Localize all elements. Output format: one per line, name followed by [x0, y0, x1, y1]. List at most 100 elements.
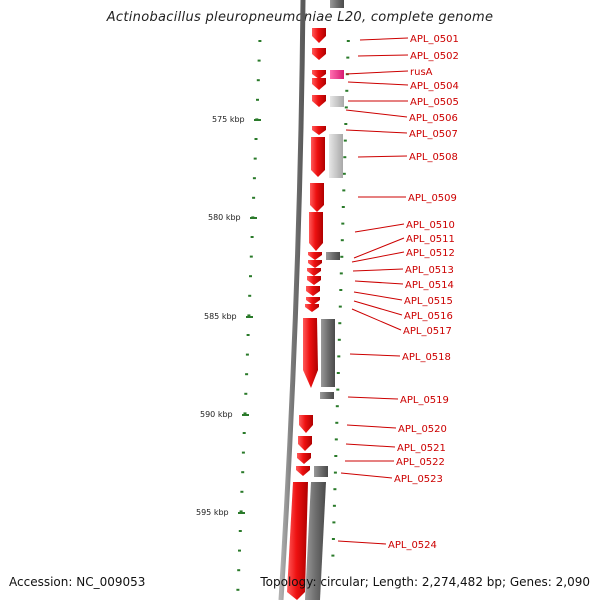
scale-tick — [249, 255, 253, 258]
gene-rus-a[interactable] — [330, 70, 344, 79]
gene-apl-0518[interactable] — [303, 318, 318, 388]
gene-label[interactable]: APL_0509 — [408, 193, 457, 204]
gene-apl-0519-rev[interactable] — [320, 392, 334, 399]
outer-tick — [332, 521, 336, 524]
outer-tick — [335, 405, 339, 408]
gene-label[interactable]: APL_0506 — [409, 113, 458, 124]
scale-tick — [248, 294, 252, 297]
leader-line — [357, 155, 408, 158]
gene-apl-0508[interactable] — [311, 137, 325, 177]
outer-tick — [336, 372, 340, 374]
accession-text: Accession: NC_009053 — [9, 575, 146, 589]
gene-label[interactable]: APL_0501 — [410, 34, 459, 45]
gene-label[interactable]: APL_0516 — [404, 311, 453, 322]
gene-label[interactable]: APL_0510 — [406, 220, 455, 231]
gene-label[interactable]: APL_0521 — [397, 443, 446, 454]
gene-apl-0524[interactable] — [287, 482, 308, 600]
gene-apl-0522[interactable] — [297, 453, 311, 464]
leader-line — [337, 540, 387, 545]
gene-label[interactable]: APL_0522 — [396, 457, 445, 468]
outer-tick — [337, 338, 341, 341]
scale-tick — [243, 412, 247, 415]
gene-label[interactable]: APL_0518 — [402, 352, 451, 363]
outer-tick — [331, 554, 335, 557]
scale-major-tick — [246, 316, 253, 318]
scale-tick — [245, 353, 249, 356]
leader-line — [353, 300, 403, 316]
gene-label[interactable]: APL_0524 — [388, 540, 437, 551]
gene-rus-a-fwd[interactable] — [312, 70, 326, 79]
gene-apl-0520[interactable] — [299, 415, 313, 433]
leader-line — [345, 70, 409, 75]
gene-label[interactable]: APL_0515 — [404, 296, 453, 307]
genome-backbone — [278, 0, 306, 600]
gene-apl-0505-rev[interactable] — [330, 96, 344, 107]
gene-label[interactable]: APL_0520 — [398, 424, 447, 435]
gene-apl-0511[interactable] — [308, 252, 322, 260]
scale-tick — [239, 510, 243, 513]
gene-label[interactable]: APL_0511 — [406, 234, 455, 245]
gene-label[interactable]: APL_0513 — [405, 265, 454, 276]
gene-label[interactable]: rusA — [410, 67, 433, 78]
gene-apl-0516[interactable] — [306, 297, 320, 305]
outer-tick — [333, 488, 337, 491]
gene-apl-0510[interactable] — [309, 212, 323, 251]
gene-apl-0513[interactable] — [307, 268, 321, 276]
scale-major-tick — [238, 512, 245, 514]
leader-line — [354, 280, 404, 285]
reverse-strand-genes — [305, 0, 344, 600]
gene-apl-0518-rev[interactable] — [321, 319, 335, 387]
gene-apl-0509[interactable] — [310, 183, 324, 212]
scale-label: 595 kbp — [196, 508, 229, 517]
topology-text: Topology: circular; Length: 2,274,482 bp… — [260, 575, 590, 589]
gene-apl-0508-rev[interactable] — [329, 134, 343, 178]
leader-line — [345, 109, 408, 118]
gene-apl-0504[interactable] — [312, 78, 326, 90]
scale-labels: 575 kbp 580 kbp 585 kbp 590 kbp 595 kbp — [196, 115, 261, 517]
gene-label[interactable]: APL_0519 — [400, 395, 449, 406]
scale-tick — [237, 569, 241, 572]
outer-tick — [339, 289, 343, 291]
scale-tick — [256, 98, 259, 101]
gene-apl-0515[interactable] — [306, 286, 320, 296]
scale-tick — [252, 196, 256, 199]
gene-apl-0512-rev[interactable] — [326, 252, 340, 260]
scale-tick — [238, 530, 242, 532]
gene-apl-0521[interactable] — [298, 436, 312, 451]
outer-tick — [343, 156, 347, 159]
gene-apl-0506[interactable] — [312, 95, 326, 107]
gene-apl-0507[interactable] — [312, 126, 326, 135]
gene-label[interactable]: APL_0512 — [406, 248, 455, 259]
gene-label[interactable]: APL_0502 — [410, 51, 459, 62]
gene-label[interactable]: APL_0504 — [410, 81, 459, 92]
gene-apl-0523-rev[interactable] — [314, 466, 328, 477]
gene-apl-0523[interactable] — [296, 466, 310, 476]
scale-tick — [254, 138, 258, 140]
gene-apl-0501-rev[interactable] — [330, 0, 344, 8]
gene-apl-0502[interactable] — [312, 48, 326, 60]
outer-tick — [344, 106, 348, 109]
gene-label[interactable]: APL_0508 — [409, 152, 458, 163]
gene-label[interactable]: APL_0523 — [394, 474, 443, 485]
gene-label[interactable]: APL_0517 — [403, 326, 452, 337]
gene-apl-0512[interactable] — [308, 260, 322, 268]
gene-label[interactable]: APL_0514 — [405, 280, 454, 291]
leader-line — [347, 81, 409, 86]
gene-apl-0524-rev[interactable] — [305, 482, 326, 600]
gene-label[interactable]: APL_0505 — [410, 97, 459, 108]
gene-apl-0517[interactable] — [305, 304, 319, 312]
leader-line — [340, 472, 393, 479]
scale-tick — [253, 157, 257, 160]
scale-ticks — [236, 40, 350, 591]
scale-label: 590 kbp — [200, 410, 233, 419]
gene-labels: APL_0501 APL_0502 rusA APL_0504 APL_0505 APL_… — [388, 34, 459, 551]
leader-line — [345, 129, 408, 134]
gene-apl-0514[interactable] — [307, 276, 321, 285]
gene-label[interactable]: APL_0507 — [409, 129, 458, 140]
leader-line — [351, 308, 402, 331]
label-leader-lines — [337, 37, 409, 545]
scale-tick — [246, 334, 250, 336]
leader-line — [349, 353, 401, 357]
outer-tick — [335, 421, 339, 424]
gene-apl-0501[interactable] — [312, 28, 326, 43]
